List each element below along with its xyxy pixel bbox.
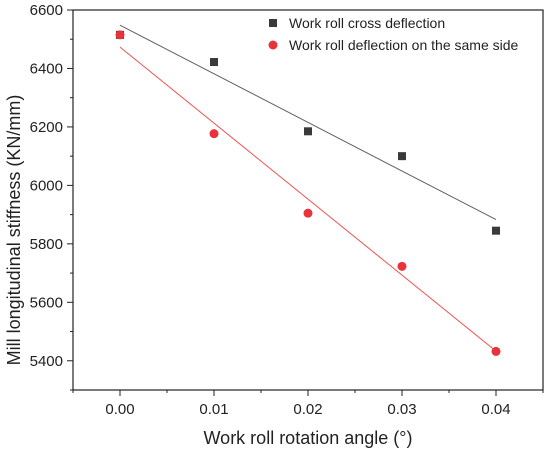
y-tick-label: 5600 (30, 294, 63, 311)
x-tick-label: 0.02 (293, 401, 322, 418)
data-points (115, 30, 501, 356)
data-point-series-1 (492, 226, 500, 235)
data-point-series-2 (209, 129, 219, 139)
y-axis-ticks: 5400 5600 5800 6000 6200 6400 6600 (30, 2, 73, 391)
data-point-series-2 (397, 261, 407, 271)
data-point-series-1 (304, 127, 312, 136)
data-point-series-1 (210, 58, 218, 67)
fit-line-series-2 (119, 46, 497, 352)
data-point-series-2 (115, 30, 125, 40)
x-tick-label: 0.01 (199, 401, 228, 418)
x-tick-label: 0.00 (105, 401, 134, 418)
legend-marker-series-1 (269, 19, 277, 27)
y-axis-title: Mill longitudinal stiffness (KN/mm) (4, 95, 24, 366)
y-tick-label: 5400 (30, 353, 63, 370)
y-tick-label: 6600 (30, 2, 63, 19)
x-axis-title: Work roll rotation angle (°) (204, 428, 413, 448)
legend-label-series-1: Work roll cross deflection (289, 15, 445, 31)
legend-label-series-2: Work roll deflection on the same side (289, 37, 519, 53)
x-tick-label: 0.04 (481, 401, 510, 418)
y-tick-label: 6400 (30, 60, 63, 77)
fit-line-series-1 (119, 24, 497, 221)
data-point-series-2 (303, 208, 313, 218)
y-tick-label: 6200 (30, 119, 63, 136)
data-point-series-2 (491, 346, 501, 356)
x-tick-label: 0.03 (387, 401, 416, 418)
y-tick-label: 6000 (30, 177, 63, 194)
plot-frame (72, 9, 544, 391)
y-tick-label: 5800 (30, 236, 63, 253)
legend: Work roll cross deflection Work roll def… (268, 15, 519, 53)
legend-marker-series-2 (268, 40, 278, 50)
data-point-series-1 (398, 152, 406, 161)
x-axis-ticks: 0.00 0.01 0.02 0.03 0.04 (72, 390, 544, 418)
fit-lines (119, 24, 497, 352)
